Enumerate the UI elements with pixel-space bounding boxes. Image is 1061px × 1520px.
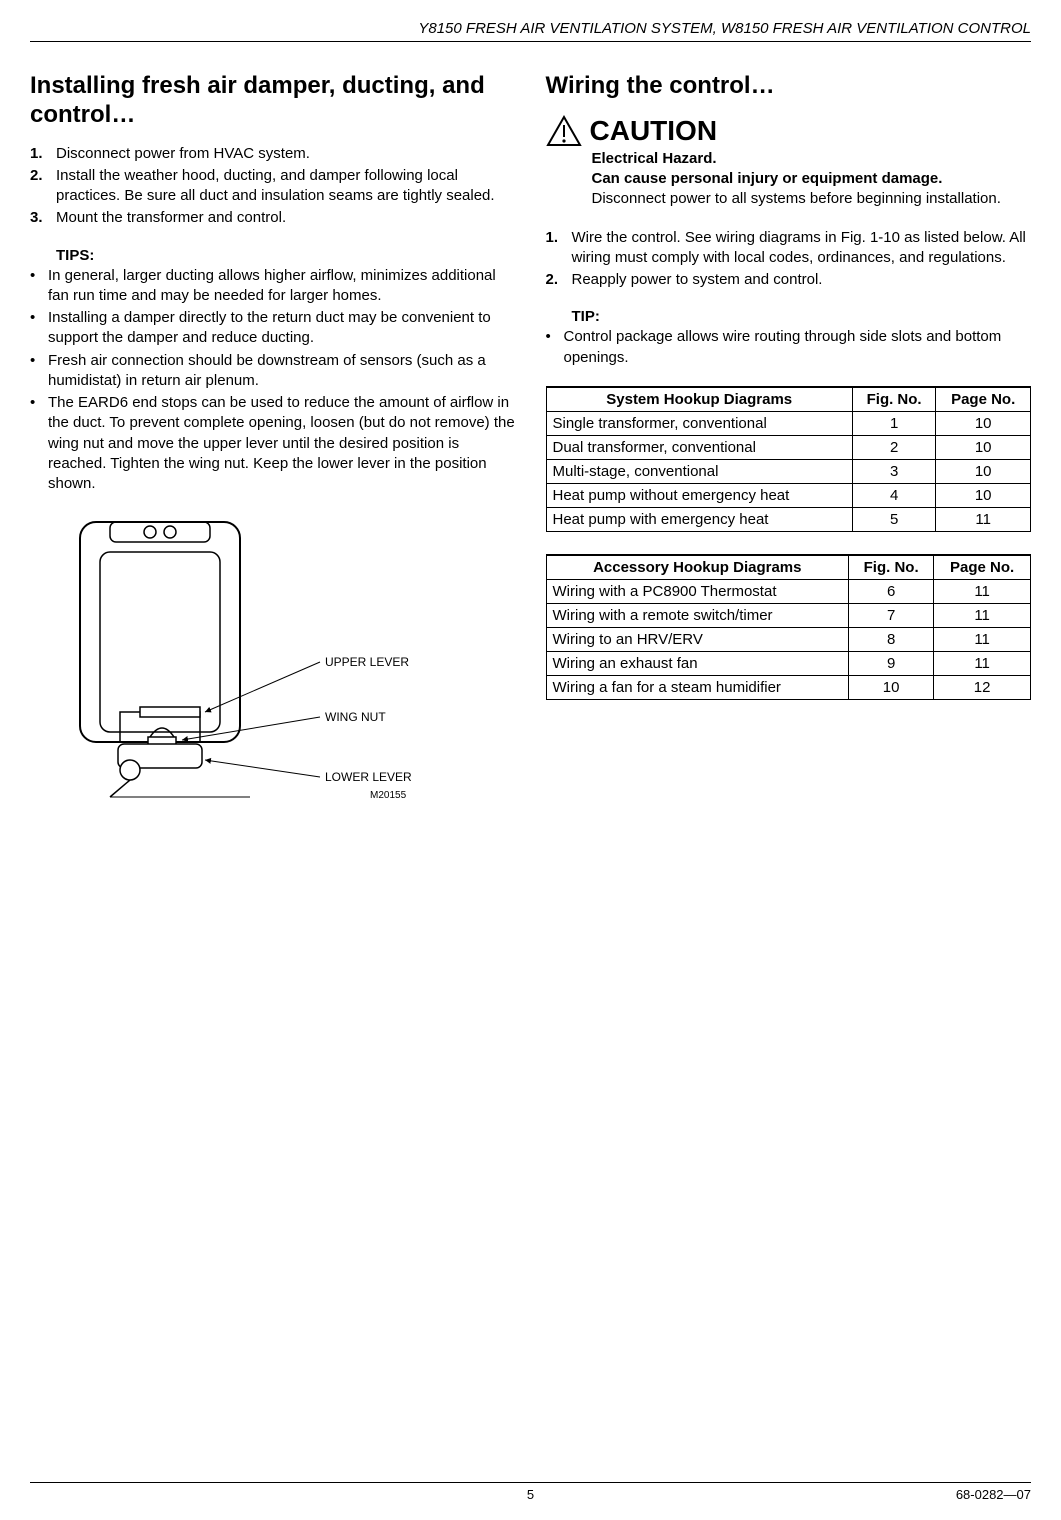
td: 5 (852, 507, 935, 531)
right-steps: 1.Wire the control. See wiring diagrams … (546, 228, 1032, 291)
label-lower: LOWER LEVER (325, 770, 412, 784)
td: 2 (852, 435, 935, 459)
step-text: Mount the transformer and control. (56, 209, 286, 226)
td: 11 (934, 651, 1031, 675)
caution-body: Electrical Hazard. Can cause personal in… (592, 149, 1032, 210)
td: 10 (936, 459, 1031, 483)
td: 4 (852, 483, 935, 507)
table-row: Wiring a fan for a steam humidifier1012 (546, 675, 1031, 699)
accessory-hookup-table: Accessory Hookup Diagrams Fig. No. Page … (546, 554, 1032, 700)
tip-list: Control package allows wire routing thro… (546, 327, 1032, 368)
td: Heat pump with emergency heat (546, 507, 852, 531)
caution-word: CAUTION (590, 115, 718, 147)
caution-line1: Electrical Hazard. (592, 150, 717, 167)
tip-item: The EARD6 end stops can be used to reduc… (48, 393, 516, 494)
page-header: Y8150 FRESH AIR VENTILATION SYSTEM, W815… (30, 20, 1031, 42)
tips-list: In general, larger ducting allows higher… (30, 266, 516, 495)
tip-label: TIP: (572, 308, 1032, 325)
tip-item: Installing a damper directly to the retu… (48, 308, 516, 349)
caution-icon (546, 115, 582, 147)
td: 3 (852, 459, 935, 483)
step: 1.Disconnect power from HVAC system. (56, 144, 516, 164)
tips-label: TIPS: (56, 247, 516, 264)
label-wing: WING NUT (325, 710, 386, 724)
right-column: Wiring the control… CAUTION Electrical H… (546, 72, 1032, 807)
system-hookup-table: System Hookup Diagrams Fig. No. Page No.… (546, 386, 1032, 532)
page-footer: 5 68-0282—07 (30, 1482, 1031, 1502)
td: Multi-stage, conventional (546, 459, 852, 483)
step: 2.Reapply power to system and control. (572, 270, 1032, 290)
td: Single transformer, conventional (546, 411, 852, 435)
th: System Hookup Diagrams (546, 387, 852, 412)
table-row: Wiring an exhaust fan911 (546, 651, 1031, 675)
damper-diagram-svg: UPPER LEVER WING NUT LOWER LEVER M20155 (70, 512, 430, 802)
caution-header: CAUTION (546, 115, 1032, 147)
table-row: Dual transformer, conventional210 (546, 435, 1031, 459)
step-text: Disconnect power from HVAC system. (56, 145, 310, 162)
th: Page No. (936, 387, 1031, 412)
td: 11 (934, 579, 1031, 603)
th: Page No. (934, 555, 1031, 580)
damper-diagram: UPPER LEVER WING NUT LOWER LEVER M20155 (70, 512, 516, 807)
td: Dual transformer, conventional (546, 435, 852, 459)
step-text: Reapply power to system and control. (572, 271, 823, 288)
label-upper: UPPER LEVER (325, 655, 409, 669)
td: 8 (849, 627, 934, 651)
table-row: Heat pump without emergency heat410 (546, 483, 1031, 507)
diagram-code: M20155 (370, 790, 407, 801)
table-row: Single transformer, conventional110 (546, 411, 1031, 435)
table-row: Wiring to an HRV/ERV811 (546, 627, 1031, 651)
tip-item: In general, larger ducting allows higher… (48, 266, 516, 307)
td: 6 (849, 579, 934, 603)
td: 11 (934, 603, 1031, 627)
doc-number: 68-0282—07 (956, 1487, 1031, 1502)
td: 11 (936, 507, 1031, 531)
left-column: Installing fresh air damper, ducting, an… (30, 72, 516, 807)
table-row: Multi-stage, conventional310 (546, 459, 1031, 483)
tip-item: Fresh air connection should be downstrea… (48, 351, 516, 392)
step-text: Wire the control. See wiring diagrams in… (572, 229, 1026, 266)
step: 2.Install the weather hood, ducting, and… (56, 166, 516, 207)
td: Heat pump without emergency heat (546, 483, 852, 507)
step: 1.Wire the control. See wiring diagrams … (572, 228, 1032, 269)
tip-item: Control package allows wire routing thro… (564, 327, 1032, 368)
caution-line2: Can cause personal injury or equipment d… (592, 170, 943, 187)
td: 10 (936, 435, 1031, 459)
table-header-row: Accessory Hookup Diagrams Fig. No. Page … (546, 555, 1031, 580)
table-row: Heat pump with emergency heat511 (546, 507, 1031, 531)
th: Fig. No. (849, 555, 934, 580)
content-columns: Installing fresh air damper, ducting, an… (30, 72, 1031, 807)
left-steps: 1.Disconnect power from HVAC system. 2.I… (30, 144, 516, 229)
table-row: Wiring with a remote switch/timer711 (546, 603, 1031, 627)
th: Fig. No. (852, 387, 935, 412)
right-title: Wiring the control… (546, 72, 1032, 101)
td: Wiring with a remote switch/timer (546, 603, 849, 627)
td: Wiring a fan for a steam humidifier (546, 675, 849, 699)
td: 9 (849, 651, 934, 675)
td: 12 (934, 675, 1031, 699)
td: 1 (852, 411, 935, 435)
left-title: Installing fresh air damper, ducting, an… (30, 72, 516, 130)
td: 10 (936, 411, 1031, 435)
td: Wiring an exhaust fan (546, 651, 849, 675)
caution-line3: Disconnect power to all systems before b… (592, 190, 1001, 207)
td: 11 (934, 627, 1031, 651)
td: Wiring with a PC8900 Thermostat (546, 579, 849, 603)
table-header-row: System Hookup Diagrams Fig. No. Page No. (546, 387, 1031, 412)
td: Wiring to an HRV/ERV (546, 627, 849, 651)
td: 7 (849, 603, 934, 627)
page-number: 5 (527, 1487, 534, 1502)
step-text: Install the weather hood, ducting, and d… (56, 167, 495, 204)
table-row: Wiring with a PC8900 Thermostat611 (546, 579, 1031, 603)
td: 10 (936, 483, 1031, 507)
step: 3.Mount the transformer and control. (56, 208, 516, 228)
th: Accessory Hookup Diagrams (546, 555, 849, 580)
td: 10 (849, 675, 934, 699)
